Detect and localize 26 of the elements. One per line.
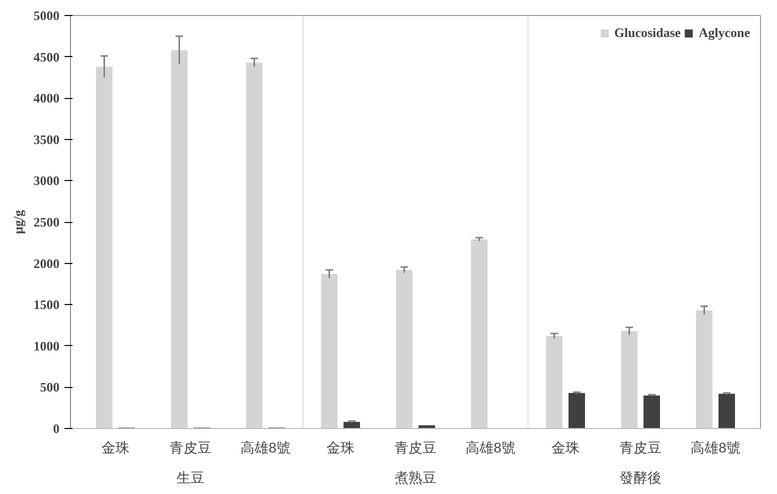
x-tick-label: 金珠 [552, 440, 580, 456]
y-tick-label: 5000 [34, 8, 60, 23]
x-tick-label: 青皮豆 [620, 440, 662, 456]
x-tick-label: 青皮豆 [170, 440, 212, 456]
y-tick-label: 3500 [34, 132, 60, 147]
y-tick-label: 2000 [34, 256, 60, 271]
y-tick-label: 500 [40, 380, 60, 395]
text: 發酵後 [620, 470, 662, 486]
x-tick-label: 青皮豆 [394, 440, 436, 456]
y-tick-label: 1000 [34, 338, 60, 354]
y-tick-label: 0 [53, 421, 60, 436]
x-tick-label: 高雄8號 [466, 440, 516, 456]
y-axis-title: μg/g [10, 210, 26, 234]
legend-label: Glucosidase [614, 25, 681, 41]
x-tick-label: 金珠 [326, 440, 354, 456]
y-tick-label: 4500 [34, 49, 60, 64]
x-tick-label: 高雄8號 [240, 440, 290, 456]
y-tick-label: 1500 [34, 297, 60, 312]
y-tick-label: 3000 [34, 173, 60, 188]
y-tick-label: 4000 [34, 90, 60, 106]
x-tick-label: 高雄8號 [690, 440, 740, 456]
text: 生豆 [176, 470, 204, 486]
y-tick-label: 2500 [34, 214, 60, 230]
x-tick-label: 金珠 [102, 440, 130, 456]
legend-label: Aglycone [698, 25, 750, 41]
text: 煮熟豆 [394, 470, 436, 486]
